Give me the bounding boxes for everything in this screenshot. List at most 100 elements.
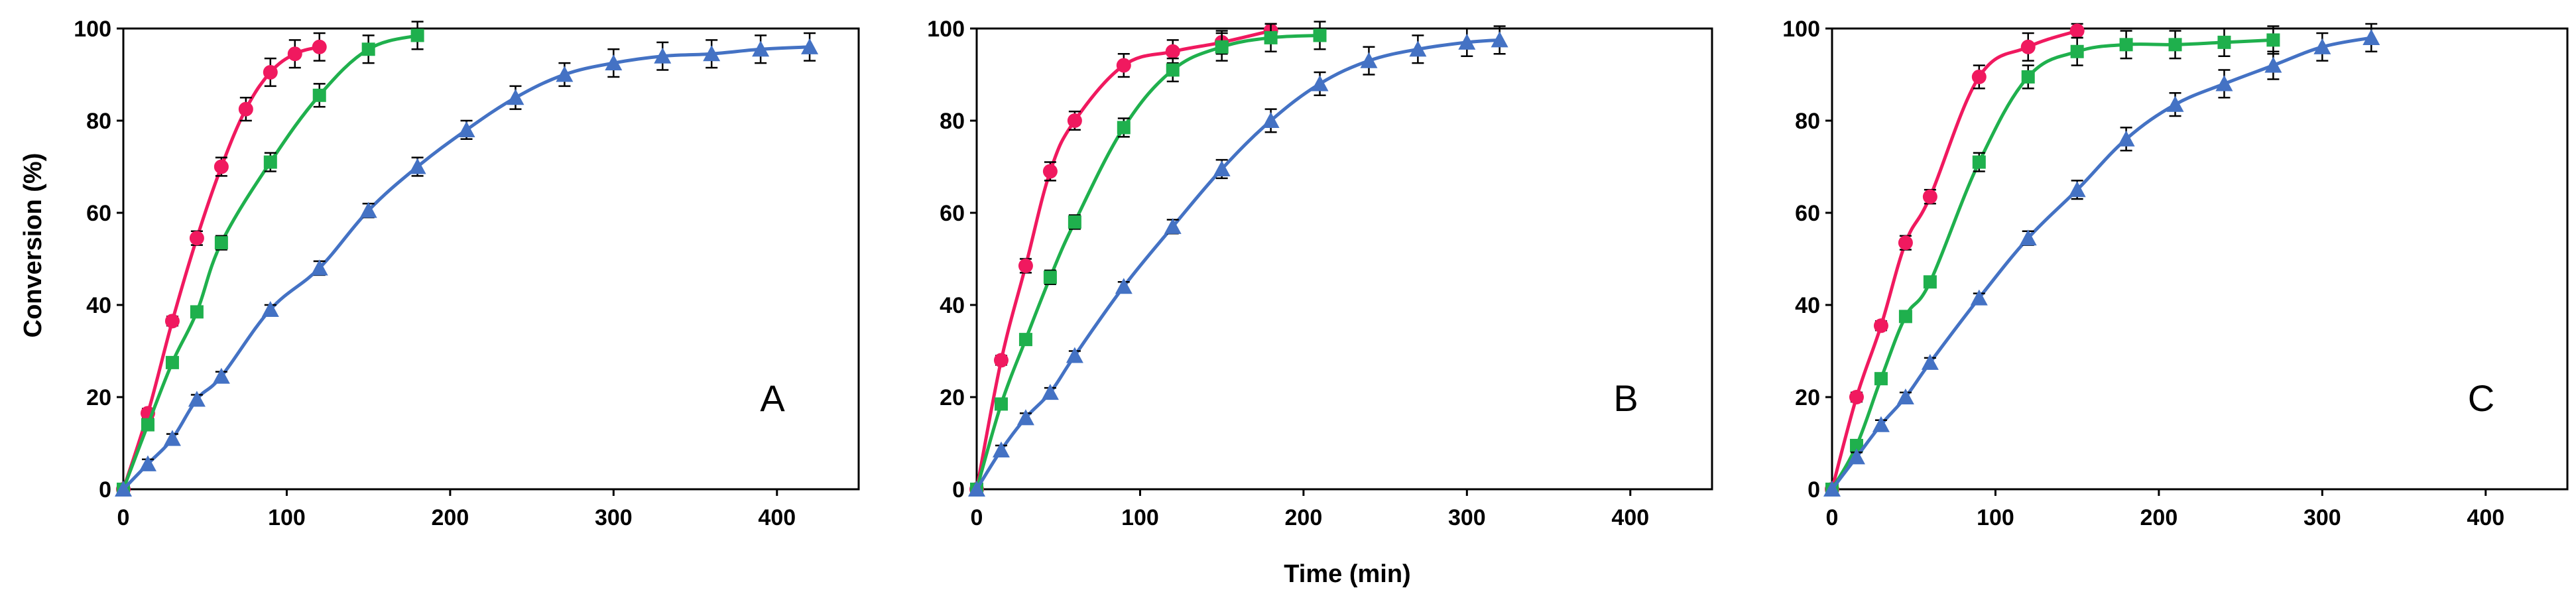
- squares-data-point: [1898, 310, 1912, 324]
- triangles-data-point: [458, 121, 475, 137]
- squares-data-point: [2119, 38, 2133, 52]
- x-tick-label: 200: [1285, 505, 1323, 530]
- squares-data-point: [214, 236, 228, 250]
- x-tick-label: 300: [1448, 505, 1486, 530]
- triangles-data-point: [163, 430, 181, 446]
- x-tick-label: 200: [432, 505, 469, 530]
- squares-data-point: [1018, 333, 1032, 347]
- triangles-data-point: [408, 158, 426, 174]
- squares-data-point: [165, 355, 179, 369]
- x-tick-label: 0: [971, 505, 983, 530]
- circles-data-point: [993, 353, 1009, 368]
- circles-data-point: [287, 46, 302, 62]
- y-tick-label: 60: [86, 201, 111, 226]
- triangles-series-line: [1830, 36, 2373, 491]
- squares-data-point: [2217, 35, 2231, 49]
- triangles-data-point: [1847, 448, 1865, 465]
- squares-data-point: [1313, 29, 1327, 42]
- y-tick-label: 40: [1795, 293, 1820, 318]
- panel-a: 0 20 40 60 80 100 0 100 200 300 400 A: [74, 17, 860, 530]
- circles-data-point: [1898, 235, 1913, 251]
- squares-data-point: [2070, 44, 2084, 58]
- x-tick-label: 100: [1977, 505, 2014, 530]
- triangles-data-point: [556, 66, 574, 82]
- triangles-data-point: [359, 202, 377, 218]
- plot-frame: [975, 27, 1713, 491]
- squares-data-point: [190, 305, 204, 319]
- y-tick-label: 0: [99, 477, 111, 503]
- triangles-data-point: [2166, 95, 2184, 112]
- circles-data-point: [263, 65, 278, 80]
- y-tick-label: 40: [940, 293, 965, 318]
- panel-letter: C: [2468, 377, 2494, 419]
- circles-data-point: [1116, 58, 1131, 73]
- y-tick-label: 0: [1808, 477, 1820, 503]
- triangles-data-point: [2117, 130, 2135, 147]
- triangles-data-point: [261, 300, 279, 317]
- squares-data-point: [361, 42, 375, 56]
- triangles-data-point: [310, 259, 328, 276]
- x-tick-label: 100: [1121, 505, 1159, 530]
- triangles-data-point: [115, 481, 132, 497]
- y-tick-label: 20: [86, 385, 111, 410]
- x-tick-label: 300: [2303, 505, 2341, 530]
- circles-data-point: [1165, 44, 1180, 59]
- triangles-data-point: [1115, 278, 1133, 294]
- y-tick-label: 80: [940, 109, 965, 134]
- triangles-data-point: [654, 47, 672, 64]
- triangles-data-point: [1921, 353, 1939, 370]
- triangles-data-point: [1458, 33, 1476, 50]
- y-tick-label: 20: [1795, 385, 1820, 410]
- y-tick-label: 80: [86, 109, 111, 134]
- squares-data-point: [410, 29, 424, 42]
- triangles-data-point: [703, 45, 721, 62]
- triangles-data-point: [1823, 481, 1841, 497]
- triangles-data-point: [752, 40, 770, 57]
- x-tick-label: 400: [2467, 505, 2504, 530]
- circles-data-point: [1873, 318, 1888, 333]
- squares-data-point: [994, 397, 1008, 411]
- y-tick-label: 60: [1795, 201, 1820, 226]
- x-tick-label: 300: [595, 505, 633, 530]
- triangles-data-point: [1041, 384, 1059, 400]
- triangles-data-point: [1066, 347, 1083, 363]
- squares-data-point: [1874, 372, 1888, 386]
- triangles-data-point: [1491, 31, 1508, 48]
- triangles-data-point: [1896, 388, 1914, 405]
- triangles-data-point: [507, 89, 524, 105]
- circles-data-point: [214, 159, 229, 174]
- y-tick-label: 80: [1795, 109, 1820, 134]
- squares-data-point: [1972, 155, 1986, 169]
- squares-data-point: [1166, 63, 1180, 77]
- y-tick-label: 100: [927, 17, 965, 42]
- y-tick-label: 40: [86, 293, 111, 318]
- triangles-data-point: [992, 441, 1010, 457]
- squares-data-point: [2021, 70, 2035, 84]
- triangles-data-point: [605, 54, 623, 71]
- circles-data-point: [189, 231, 204, 246]
- triangles-data-point: [1409, 40, 1427, 57]
- squares-data-point: [1043, 270, 1057, 284]
- triangles-series-line: [975, 38, 1502, 491]
- triangles-data-point: [188, 390, 206, 407]
- circles-data-point: [312, 39, 327, 54]
- squares-data-point: [263, 155, 277, 169]
- y-tick-label: 0: [952, 477, 965, 503]
- circles-data-point: [2069, 23, 2085, 38]
- triangles-data-point: [1970, 289, 1988, 306]
- x-tick-label: 100: [268, 505, 306, 530]
- squares-data-point: [312, 88, 326, 102]
- squares-data-point: [141, 418, 154, 432]
- triangles-data-point: [2313, 38, 2331, 54]
- y-tick-label: 100: [74, 17, 111, 42]
- panel-letter: B: [1613, 377, 1638, 419]
- triangles-data-point: [1311, 75, 1329, 91]
- squares-data-point: [2266, 33, 2280, 47]
- y-tick-label: 100: [1782, 17, 1820, 42]
- triangles-data-point: [968, 481, 985, 497]
- squares-data-point: [1264, 30, 1278, 44]
- triangles-data-point: [1213, 160, 1231, 177]
- triangles-data-point: [2215, 75, 2233, 91]
- circles-data-point: [1018, 258, 1033, 273]
